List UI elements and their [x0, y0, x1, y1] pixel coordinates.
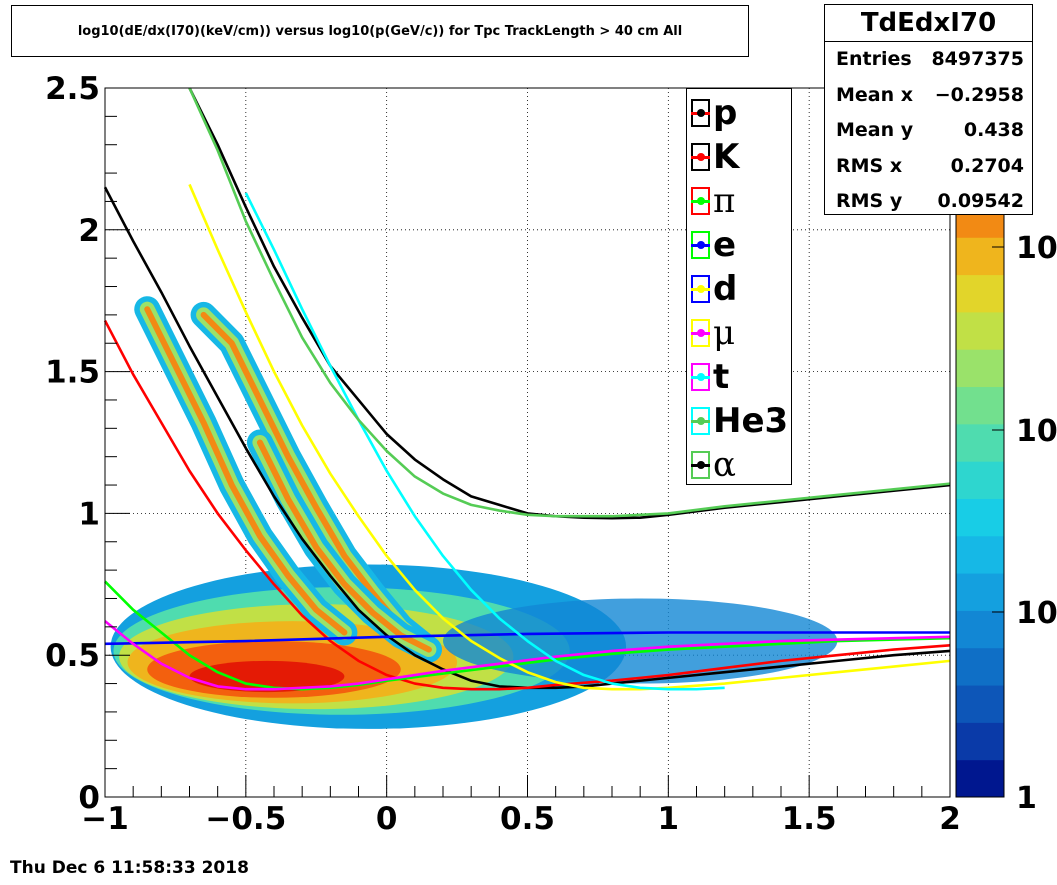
legend-label: π — [713, 181, 736, 221]
palette-label: 10 — [1016, 231, 1057, 266]
y-tick-label: 2.5 — [45, 71, 100, 107]
curve-He3 — [244, 192, 725, 691]
legend-item: He3 — [687, 399, 788, 443]
legend-marker-icon — [691, 143, 710, 171]
palette-cell — [956, 498, 1004, 537]
x-tick-label: 0.5 — [500, 801, 555, 837]
curve-α — [188, 87, 951, 518]
legend-marker-icon — [691, 363, 710, 391]
curve-e — [104, 580, 951, 691]
legend-marker-icon — [691, 187, 710, 215]
legend-label: e — [713, 225, 737, 265]
curve-p — [188, 87, 951, 520]
stats-row-rms-y: RMS y 0.09542 — [825, 184, 1032, 220]
legend-item: π — [687, 179, 735, 223]
legend-label: d — [713, 269, 738, 309]
legend-item: μ — [687, 311, 735, 355]
stats-label: Mean y — [836, 119, 914, 141]
palette-label: 10 — [1016, 596, 1057, 631]
legend-item: p — [687, 91, 737, 135]
stats-row-mean-x: Mean x −0.2958 — [825, 78, 1032, 114]
stats-label: Entries — [836, 48, 912, 70]
x-tick-label: 1 — [658, 801, 680, 837]
stats-value: −0.2958 — [934, 83, 1024, 106]
heat-blob — [189, 660, 345, 693]
stats-label: RMS x — [836, 154, 903, 177]
palette-cell — [956, 647, 1004, 686]
palette-cell — [956, 311, 1004, 350]
stats-row-mean-y: Mean y 0.438 — [825, 113, 1032, 149]
stats-value: 8497375 — [931, 48, 1024, 70]
stats-value: 0.2704 — [950, 154, 1024, 177]
legend-item: e — [687, 223, 736, 267]
axes: −1 −0.5 0 0.5 1 1.5 2 0 0.5 1 1.5 2 2.5 — [45, 71, 961, 837]
legend-marker-icon — [691, 319, 710, 347]
palette-cell — [956, 722, 1004, 761]
x-tick-label: 2 — [939, 801, 961, 837]
palette-cell — [956, 685, 1004, 723]
legend-item: d — [687, 267, 737, 311]
legend-marker-icon — [691, 275, 710, 303]
legend-label: α — [713, 445, 736, 485]
y-tick-label: 0.5 — [45, 638, 100, 674]
legend-item: t — [687, 355, 729, 399]
palette-cell — [956, 573, 1004, 611]
legend-label: K — [713, 137, 740, 177]
stats-box: TdEdxI70 Entries 8497375 Mean x −0.2958 Me… — [824, 4, 1033, 215]
palette-label: 1 — [1016, 781, 1037, 816]
legend-label: He3 — [713, 401, 789, 441]
palette-cell — [956, 349, 1004, 388]
legend-item: K — [687, 135, 739, 179]
legend-marker-icon — [691, 231, 710, 259]
plot-title-text: log10(dE/dx(I70)(keV/cm)) versus log10(p… — [77, 23, 683, 39]
palette-cell — [956, 386, 1004, 425]
legend-label: t — [713, 357, 730, 397]
palette-label: 10 — [1016, 414, 1057, 449]
legend-label: p — [713, 93, 738, 133]
legend-marker-icon — [691, 407, 710, 435]
curve-K — [103, 186, 951, 690]
x-tick-label: 1.5 — [782, 801, 837, 837]
legend-item: α — [687, 443, 736, 487]
stats-value: 0.438 — [963, 119, 1024, 141]
x-tick-label: −1 — [81, 801, 129, 837]
palette-cell — [956, 461, 1004, 499]
stats-label: Mean x — [836, 83, 914, 106]
legend-marker-icon — [691, 451, 710, 479]
palette-cell — [956, 759, 1004, 798]
x-tick-label: −0.5 — [205, 801, 286, 837]
stats-row-rms-x: RMS x 0.2704 — [825, 149, 1032, 185]
y-tick-label: 1.5 — [45, 355, 100, 391]
palette-cell — [956, 610, 1004, 649]
timestamp: Thu Dec 6 11:58:33 2018 — [10, 858, 249, 878]
curve-d — [104, 631, 950, 646]
K-band — [144, 306, 348, 636]
palette-cell — [956, 274, 1004, 313]
curve-π — [103, 319, 951, 691]
stats-name: TdEdxI70 — [825, 5, 1032, 42]
y-tick-label: 0 — [78, 780, 100, 816]
plot-title: log10(dE/dx(I70)(keV/cm)) versus log10(p… — [11, 5, 749, 57]
curve-t — [104, 620, 951, 691]
expectation-curves — [103, 87, 951, 691]
curve-μ — [188, 183, 951, 691]
stats-label: RMS y — [836, 190, 903, 212]
y-tick-label: 2 — [78, 213, 100, 249]
x-tick-label: 0 — [376, 801, 398, 837]
stats-row-entries: Entries 8497375 — [825, 42, 1032, 78]
legend-label: μ — [713, 313, 736, 353]
y-tick-label: 1 — [78, 496, 100, 532]
legend-marker-icon — [691, 99, 710, 127]
palette-cell — [956, 237, 1004, 276]
stats-value: 0.09542 — [937, 190, 1024, 212]
palette-cell — [956, 535, 1004, 574]
